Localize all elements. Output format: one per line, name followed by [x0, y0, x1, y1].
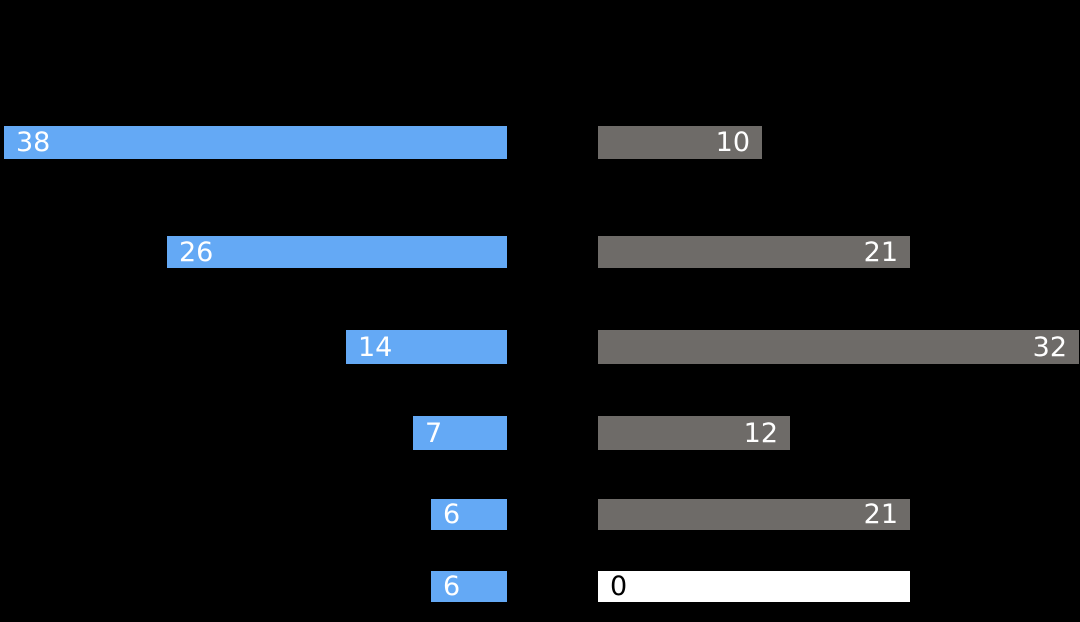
bar-value-label: 21	[863, 236, 898, 268]
bar-value-label: 6	[443, 499, 461, 530]
left-bar: 14	[346, 330, 507, 364]
right-bar: 21	[598, 236, 910, 268]
left-bar: 38	[4, 126, 507, 159]
left-bar: 7	[413, 416, 507, 450]
bar-value-label: 6	[443, 571, 461, 602]
bar-value-label: 26	[179, 236, 214, 268]
bar-value-label: 38	[16, 127, 51, 158]
bar-value-label: 0	[610, 571, 628, 602]
right-bar-zero: 0	[598, 571, 910, 602]
left-bar: 6	[431, 499, 507, 530]
bar-value-label: 21	[863, 499, 898, 530]
right-bar: 21	[598, 499, 910, 530]
right-bar: 12	[598, 416, 790, 450]
bar-value-label: 7	[425, 417, 443, 449]
bar-value-label: 10	[715, 127, 750, 158]
left-bar: 26	[167, 236, 507, 268]
right-bar: 10	[598, 126, 762, 159]
right-bar: 32	[598, 330, 1079, 364]
bar-value-label: 12	[743, 417, 778, 449]
bar-value-label: 14	[358, 331, 393, 363]
left-bar: 6	[431, 571, 507, 602]
bar-value-label: 32	[1032, 331, 1067, 363]
